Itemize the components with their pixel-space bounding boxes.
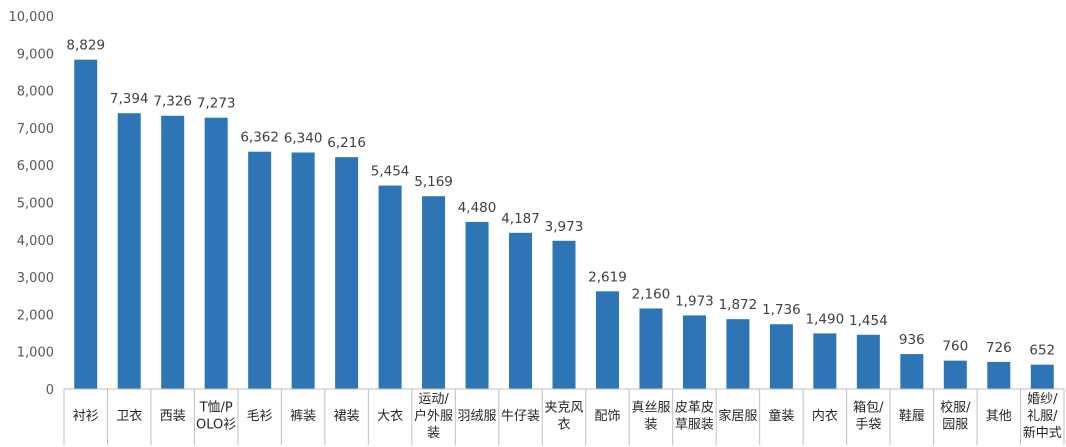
data-label: 1,454 bbox=[849, 313, 888, 329]
data-label: 6,340 bbox=[284, 131, 323, 147]
x-category-label: 大衣 bbox=[377, 408, 403, 424]
data-label: 4,480 bbox=[458, 200, 497, 216]
bar bbox=[900, 354, 924, 389]
bar bbox=[204, 117, 228, 389]
bar bbox=[378, 185, 402, 389]
x-category-label: 卫衣 bbox=[116, 408, 142, 424]
data-label: 726 bbox=[986, 340, 1012, 356]
x-category-label: 皮革皮 bbox=[675, 401, 714, 416]
x-category-label: 婚纱/ bbox=[1027, 392, 1058, 407]
x-category-label: 其他 bbox=[986, 409, 1012, 424]
data-label: 1,872 bbox=[719, 297, 758, 313]
x-category-label: 校服/ bbox=[940, 400, 971, 416]
bar bbox=[335, 157, 359, 389]
data-label: 760 bbox=[942, 339, 968, 355]
bar bbox=[943, 360, 967, 389]
data-label: 5,454 bbox=[371, 164, 410, 180]
x-category-label: 真丝服 bbox=[631, 401, 670, 416]
bar bbox=[595, 291, 619, 389]
x-category-label: T恤/P bbox=[199, 401, 233, 416]
bar bbox=[248, 151, 272, 389]
x-category-label: 裤装 bbox=[290, 409, 316, 424]
x-category-label: 新中式 bbox=[1023, 425, 1062, 441]
x-category-label: 家居服 bbox=[718, 408, 757, 424]
x-category-label: 夹克风 bbox=[544, 401, 583, 416]
data-label: 7,326 bbox=[153, 94, 192, 110]
bar bbox=[422, 196, 446, 389]
data-label: 1,973 bbox=[675, 293, 714, 309]
x-category-label: 园服 bbox=[942, 418, 968, 433]
bar bbox=[682, 315, 706, 389]
data-label: 6,362 bbox=[240, 130, 279, 146]
x-category-label: 内衣 bbox=[812, 408, 838, 424]
y-tick-label: 4,000 bbox=[17, 234, 54, 249]
bar bbox=[1030, 364, 1054, 389]
y-tick-label: 3,000 bbox=[17, 271, 54, 286]
y-tick-label: 5,000 bbox=[17, 197, 54, 212]
x-category-label: 手袋 bbox=[855, 418, 881, 433]
data-label: 652 bbox=[1029, 343, 1055, 359]
data-label: 7,273 bbox=[197, 96, 236, 112]
x-category-label: 裙装 bbox=[334, 409, 360, 424]
bar bbox=[987, 361, 1011, 389]
bar bbox=[769, 324, 793, 389]
bar bbox=[117, 113, 141, 389]
x-category-label: 装 bbox=[644, 418, 657, 433]
x-category-label: 配饰 bbox=[594, 409, 620, 424]
data-label: 3,973 bbox=[545, 219, 584, 235]
bar bbox=[813, 333, 837, 389]
y-tick-label: 0 bbox=[46, 383, 54, 398]
data-label: 2,619 bbox=[588, 269, 627, 285]
data-label: 1,736 bbox=[762, 302, 801, 318]
x-category-label: 羽绒服 bbox=[458, 409, 497, 424]
x-category-label: 草服装 bbox=[675, 418, 714, 433]
x-category-label: 装 bbox=[427, 426, 440, 441]
data-label: 4,187 bbox=[501, 211, 540, 227]
data-label: 6,216 bbox=[327, 135, 366, 151]
bar bbox=[856, 334, 880, 389]
y-tick-label: 6,000 bbox=[17, 159, 54, 174]
data-labels: 8,829 7,394 7,326 7,273 6,362 6,340 6,216 5,454… bbox=[66, 38, 1055, 359]
bar bbox=[161, 115, 185, 389]
y-tick-label: 2,000 bbox=[17, 308, 54, 323]
y-tick-label: 9,000 bbox=[17, 47, 54, 62]
x-category-label: 礼服/ bbox=[1027, 408, 1058, 424]
x-category-label: OLO衫 bbox=[196, 418, 236, 433]
y-axis: 0 1,000 2,000 3,000 4,000 5,000 6,000 7,000 8,00… bbox=[9, 10, 55, 398]
x-category-label: 衬衫 bbox=[73, 409, 99, 424]
bar bbox=[639, 308, 663, 389]
bar bbox=[465, 221, 489, 389]
bar bbox=[74, 59, 98, 390]
x-category-label: 户外服 bbox=[414, 408, 453, 424]
y-tick-label: 1,000 bbox=[17, 346, 54, 361]
x-category-label: 毛衫 bbox=[247, 409, 273, 424]
bars bbox=[74, 59, 1054, 390]
data-label: 1,490 bbox=[806, 311, 845, 327]
x-category-label: 西装 bbox=[160, 409, 186, 424]
data-label: 8,829 bbox=[66, 38, 105, 54]
x-category-label: 鞋履 bbox=[899, 408, 925, 424]
x-category-label: 童装 bbox=[768, 408, 794, 424]
y-tick-label: 7,000 bbox=[17, 122, 54, 137]
data-label: 936 bbox=[899, 332, 925, 348]
x-category-label: 箱包/ bbox=[853, 400, 884, 416]
data-label: 5,169 bbox=[414, 174, 453, 190]
data-label: 2,160 bbox=[632, 286, 671, 302]
bar bbox=[291, 152, 315, 389]
bar bbox=[552, 240, 576, 389]
x-category-label: 运动/ bbox=[418, 392, 449, 407]
data-label: 7,394 bbox=[110, 91, 149, 107]
bar bbox=[509, 232, 533, 389]
x-category-label: 衣 bbox=[557, 417, 570, 433]
y-tick-label: 10,000 bbox=[9, 10, 55, 25]
bar bbox=[726, 319, 750, 389]
y-tick-label: 8,000 bbox=[17, 85, 54, 100]
x-category-label: 牛仔装 bbox=[501, 409, 540, 424]
